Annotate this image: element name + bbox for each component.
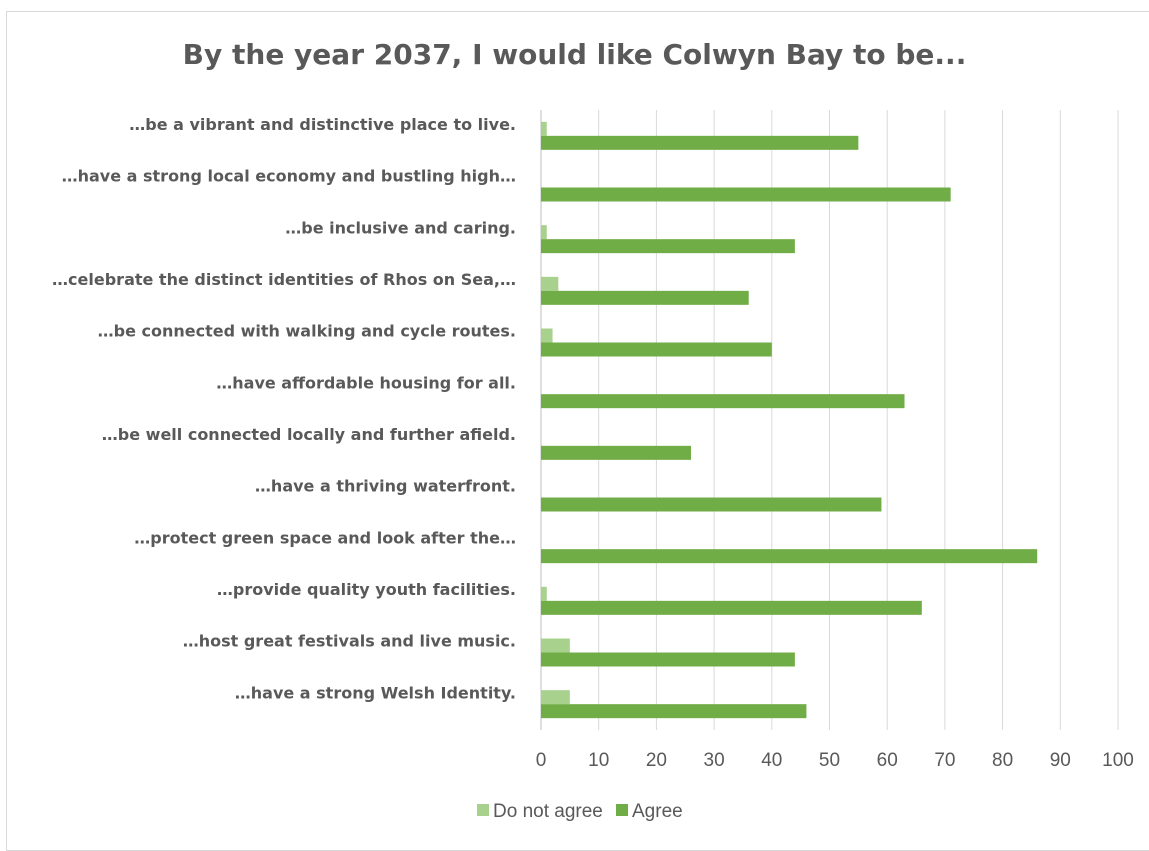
category-label-9: …protect green space and look after the…: [134, 528, 516, 547]
tick-label-20: 20: [646, 750, 667, 771]
bar-disagree-4: [541, 276, 559, 291]
legend-swatch-2: [616, 804, 628, 816]
bar-agree-3: [541, 239, 795, 254]
bar-disagree-11: [541, 638, 570, 653]
category-label-6: …have affordable housing for all.: [216, 373, 516, 392]
legend-swatch-1: [477, 804, 489, 816]
bar-agree-5: [541, 342, 772, 357]
tick-label-10: 10: [588, 750, 609, 771]
bar-agree-12: [541, 704, 807, 719]
tick-label-90: 90: [1050, 750, 1071, 771]
tick-label-80: 80: [992, 750, 1013, 771]
tick-label-30: 30: [704, 750, 725, 771]
legend-label-1: Do not agree: [493, 801, 603, 822]
legend-label-2: Agree: [632, 801, 683, 822]
bar-agree-6: [541, 394, 905, 409]
tick-label-60: 60: [877, 750, 898, 771]
bar-agree-4: [541, 290, 749, 305]
category-label-11: …host great festivals and live music.: [183, 632, 516, 651]
bar-agree-8: [541, 497, 882, 512]
bar-agree-10: [541, 600, 922, 615]
category-label-7: …be well connected locally and further a…: [102, 425, 516, 444]
bar-agree-2: [541, 187, 951, 202]
bar-disagree-1: [541, 121, 547, 136]
bar-agree-7: [541, 445, 692, 460]
category-label-2: …have a strong local economy and bustlin…: [62, 167, 516, 186]
bar-disagree-10: [541, 586, 547, 601]
category-label-5: …be connected with walking and cycle rou…: [98, 322, 516, 341]
category-label-4: …celebrate the distinct identities of Rh…: [52, 270, 516, 289]
tick-label-50: 50: [819, 750, 840, 771]
bar-agree-1: [541, 135, 859, 150]
bar-agree-9: [541, 549, 1038, 564]
bar-agree-11: [541, 652, 795, 667]
bar-disagree-3: [541, 225, 547, 240]
chart-title: By the year 2037, I would like Colwyn Ba…: [182, 38, 967, 71]
tick-label-0: 0: [536, 750, 547, 771]
category-label-3: …be inclusive and caring.: [285, 218, 516, 237]
bar-disagree-5: [541, 328, 553, 343]
category-label-10: …provide quality youth facilities.: [217, 580, 516, 599]
tick-label-40: 40: [761, 750, 782, 771]
category-label-1: …be a vibrant and distinctive place to l…: [129, 115, 516, 134]
bar-disagree-12: [541, 690, 570, 705]
tick-label-100: 100: [1102, 750, 1134, 771]
category-label-8: …have a thriving waterfront.: [255, 477, 516, 496]
category-label-12: …have a strong Welsh Identity.: [235, 683, 516, 702]
tick-label-70: 70: [934, 750, 955, 771]
